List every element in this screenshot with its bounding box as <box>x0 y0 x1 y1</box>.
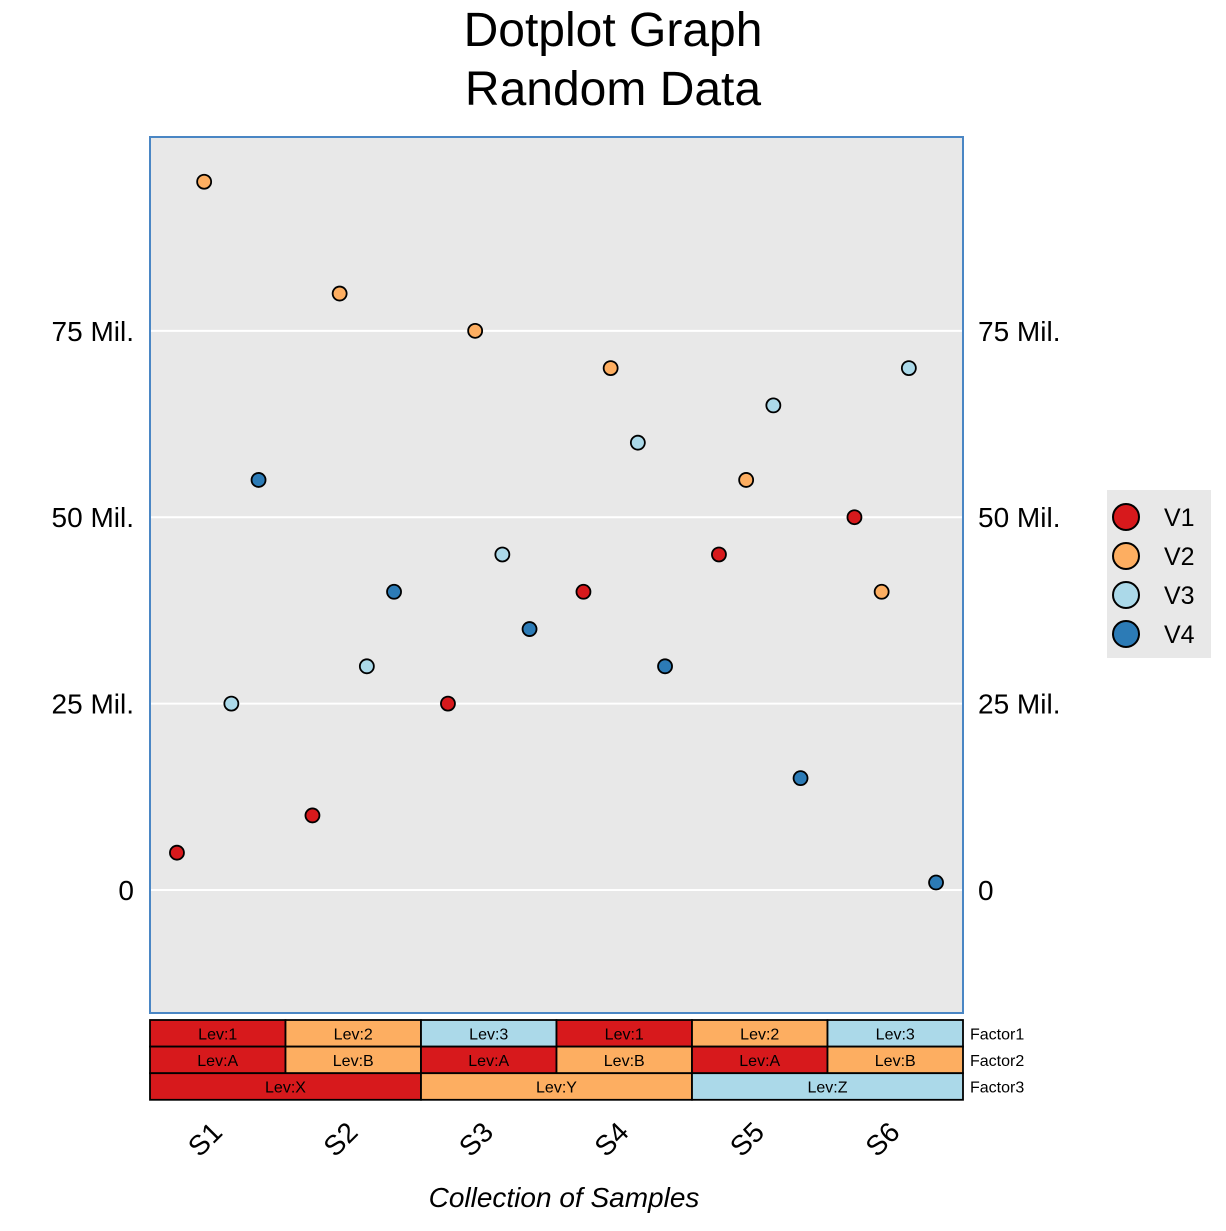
factor-cell <box>284 1045 422 1075</box>
data-point-v3 <box>629 434 646 451</box>
x-axis-label: Collection of Samples <box>429 1182 700 1213</box>
data-point-v3 <box>900 360 917 377</box>
factor-level-label: Lev:2 <box>740 1026 779 1043</box>
factor-name-label: Factor3 <box>970 1080 1024 1097</box>
data-point-v4 <box>792 770 809 787</box>
y-tick-label-right: 50 Mil. <box>978 502 1060 533</box>
factor-level-label: Lev:B <box>875 1053 916 1070</box>
factor-name-label: Factor2 <box>970 1053 1024 1070</box>
data-point-v1 <box>169 844 185 861</box>
factor-level-label: Lev:Y <box>536 1080 577 1097</box>
factor-level-label: Lev:2 <box>334 1026 373 1043</box>
data-point-v2 <box>331 285 348 302</box>
y-tick-label-left: 75 Mil. <box>52 316 134 347</box>
factor-cell <box>420 1045 558 1075</box>
factor-cell <box>420 1072 693 1101</box>
data-point-v4 <box>928 874 944 891</box>
data-point-v2 <box>738 472 755 488</box>
data-point-v1 <box>575 583 592 600</box>
data-point-v3 <box>223 695 240 712</box>
legend: V1 V2 V3 V4 <box>1107 490 1211 658</box>
data-point-v2 <box>196 173 213 190</box>
x-tick-label: S2 <box>317 1116 363 1162</box>
factor-level-label: Lev:A <box>739 1053 780 1070</box>
factor-cell <box>826 1045 964 1075</box>
data-point-v3 <box>358 658 375 675</box>
x-tick-label: S3 <box>453 1116 499 1162</box>
factor-cell <box>149 1072 422 1101</box>
data-point-v2 <box>602 360 619 377</box>
factor-level-label: Lev:B <box>333 1053 374 1070</box>
data-point-v4 <box>386 583 402 600</box>
factor-cell <box>149 1019 287 1048</box>
x-tick-label: S4 <box>588 1116 634 1162</box>
y-tick-label-right: 0 <box>978 875 994 906</box>
factor-name-label: Factor1 <box>970 1026 1024 1043</box>
y-tick-label-left: 25 Mil. <box>52 689 134 720</box>
legend-label-v1: V1 <box>1164 504 1195 532</box>
factor-level-label: Lev:3 <box>876 1026 915 1043</box>
y-tick-label-right: 75 Mil. <box>978 316 1060 347</box>
data-point-v2 <box>467 322 484 339</box>
y-tick-label-left: 50 Mil. <box>52 502 134 533</box>
factor-cell <box>826 1019 964 1048</box>
chart-subtitle: Random Data <box>465 63 761 116</box>
data-point-v2 <box>873 583 890 600</box>
legend-marker-v2 <box>1112 542 1140 570</box>
plot-background <box>150 137 963 1013</box>
factor-level-label: Lev:Z <box>807 1080 847 1097</box>
data-point-v1 <box>846 509 863 526</box>
data-point-v4 <box>250 472 267 488</box>
factor-level-label: Lev:A <box>468 1053 509 1070</box>
plot-border <box>149 136 964 1014</box>
data-point-v1 <box>711 546 727 563</box>
data-point-v3 <box>765 397 782 414</box>
factor-level-label: Lev:3 <box>469 1026 508 1043</box>
factor-cell <box>555 1045 693 1075</box>
legend-marker-v1 <box>1112 503 1140 531</box>
factor-level-label: Lev:1 <box>198 1026 237 1043</box>
chart-title: Dotplot Graph <box>464 4 763 57</box>
y-tick-label-right: 25 Mil. <box>978 689 1060 720</box>
data-point-v3 <box>494 546 511 563</box>
data-point-v1 <box>440 695 456 712</box>
legend-label-v3: V3 <box>1164 582 1195 610</box>
legend-label-v4: V4 <box>1164 621 1195 649</box>
data-point-v1 <box>304 807 321 824</box>
x-tick-label: S6 <box>859 1116 905 1162</box>
x-tick-label: S1 <box>182 1116 228 1162</box>
x-tick-label: S5 <box>724 1116 770 1162</box>
factor-level-label: Lev:A <box>197 1053 238 1070</box>
data-point-v4 <box>521 621 538 637</box>
factor-level-label: Lev:B <box>604 1053 645 1070</box>
legend-marker-v3 <box>1112 581 1140 609</box>
y-tick-label-left: 0 <box>118 875 134 906</box>
factor-level-label: Lev:X <box>265 1080 306 1097</box>
legend-label-v2: V2 <box>1164 543 1195 571</box>
factor-level-label: Lev:1 <box>605 1026 644 1043</box>
legend-marker-v4 <box>1112 620 1140 648</box>
factor-cell <box>691 1072 964 1101</box>
data-point-v4 <box>657 658 673 675</box>
